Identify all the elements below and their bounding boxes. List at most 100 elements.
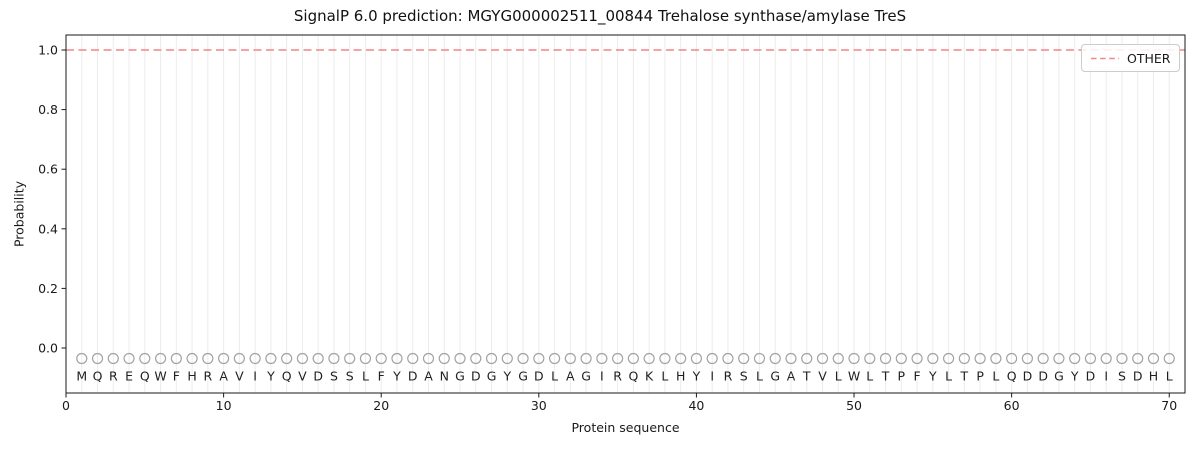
residue-letter: Y [1070, 369, 1079, 384]
chart-title: SignalP 6.0 prediction: MGYG000002511_00… [293, 7, 907, 25]
residue-marker [312, 352, 324, 365]
residue-marker [1116, 352, 1128, 365]
residue-letter: L [756, 369, 763, 384]
residue-letter: G [1054, 369, 1064, 384]
residue-marker [1037, 352, 1049, 365]
residue-marker [864, 352, 876, 365]
residue-marker [407, 352, 419, 365]
residue-marker [265, 352, 277, 365]
residue-marker [422, 352, 435, 365]
x-tick-label: 40 [688, 398, 704, 413]
residue-letter: Y [692, 369, 701, 384]
x-axis-label: Protein sequence [571, 420, 680, 435]
residue-letter: Y [928, 369, 937, 384]
y-tick-label: 1.0 [38, 43, 58, 58]
residue-marker [1084, 352, 1097, 365]
residue-marker [91, 352, 104, 365]
residue-letter: Y [502, 369, 511, 384]
residue-letter: I [253, 369, 257, 384]
residue-marker [738, 352, 750, 365]
residue-marker [1147, 352, 1160, 365]
residue-letter: T [960, 369, 969, 384]
residue-letter: S [740, 369, 748, 384]
residue-marker [485, 352, 498, 365]
residue-marker [1132, 352, 1144, 365]
residue-letter: I [600, 369, 604, 384]
residue-marker [1069, 352, 1081, 365]
residue-letter: L [992, 369, 999, 384]
residue-marker [832, 352, 844, 365]
residue-letter: M [76, 369, 87, 384]
residue-letter: Q [282, 369, 292, 384]
x-tick-label: 20 [373, 398, 389, 413]
residue-letter: D [1023, 369, 1033, 384]
residue-letter: A [566, 369, 575, 384]
residue-marker [1053, 352, 1065, 365]
residue-marker [643, 352, 655, 365]
plot-border [65, 34, 1186, 394]
residue-marker [501, 352, 513, 365]
x-tick-label: 50 [846, 398, 862, 413]
residue-letter: D [408, 369, 418, 384]
residue-marker [359, 352, 372, 365]
residue-marker [612, 352, 624, 365]
residue-marker [454, 352, 466, 365]
residue-letter: A [787, 369, 796, 384]
residue-marker [296, 352, 309, 365]
residue-marker [879, 352, 892, 365]
residue-marker [675, 352, 687, 365]
residue-marker [769, 352, 781, 365]
residue-letter: S [1118, 369, 1126, 384]
residue-marker [391, 352, 403, 365]
residue-marker [1021, 352, 1033, 365]
residue-marker [533, 352, 545, 365]
residue-marker [564, 352, 576, 365]
residue-letter: W [848, 369, 860, 384]
y-tick-label: 0.6 [38, 162, 58, 177]
residue-marker [249, 352, 261, 365]
residue-marker [596, 352, 608, 365]
residue-marker [753, 352, 766, 365]
residue-marker [659, 352, 671, 365]
residue-letter: I [710, 369, 714, 384]
residue-marker [548, 352, 561, 365]
residue-letter: L [362, 369, 369, 384]
residue-marker [580, 352, 592, 365]
residue-letter: F [378, 369, 385, 384]
residue-marker [958, 352, 970, 365]
residue-letter: V [818, 369, 827, 384]
legend-label: OTHER [1127, 50, 1171, 66]
residue-letter: H [187, 369, 196, 384]
residue-marker [942, 352, 955, 365]
residue-letter: G [455, 369, 465, 384]
residue-letter: D [1086, 369, 1096, 384]
residue-letter: F [913, 369, 920, 384]
residue-marker [706, 352, 718, 365]
x-tick-label: 30 [531, 398, 547, 413]
residue-marker [990, 352, 1002, 365]
residue-marker [328, 352, 340, 365]
residue-marker [722, 352, 734, 365]
residue-letter: D [313, 369, 323, 384]
residue-letter: L [835, 369, 842, 384]
residue-letter: L [945, 369, 952, 384]
residue-letter: L [661, 369, 668, 384]
residue-letter: L [866, 369, 873, 384]
residue-letter: R [724, 369, 733, 384]
residue-letter: R [613, 369, 622, 384]
residue-marker [470, 352, 482, 365]
residue-letter: G [581, 369, 591, 384]
residue-marker [690, 352, 703, 365]
residue-letter: T [881, 369, 890, 384]
residue-letter: P [976, 369, 984, 384]
y-axis-label: Probability [11, 180, 27, 248]
residue-marker [816, 352, 829, 365]
residue-letter: H [676, 369, 685, 384]
residue-marker [170, 352, 182, 365]
residue-marker [218, 352, 230, 365]
y-tick-label: 0.2 [38, 281, 58, 296]
residue-marker [107, 352, 119, 365]
residue-letter: A [219, 369, 228, 384]
residue-letter: I [1104, 369, 1108, 384]
